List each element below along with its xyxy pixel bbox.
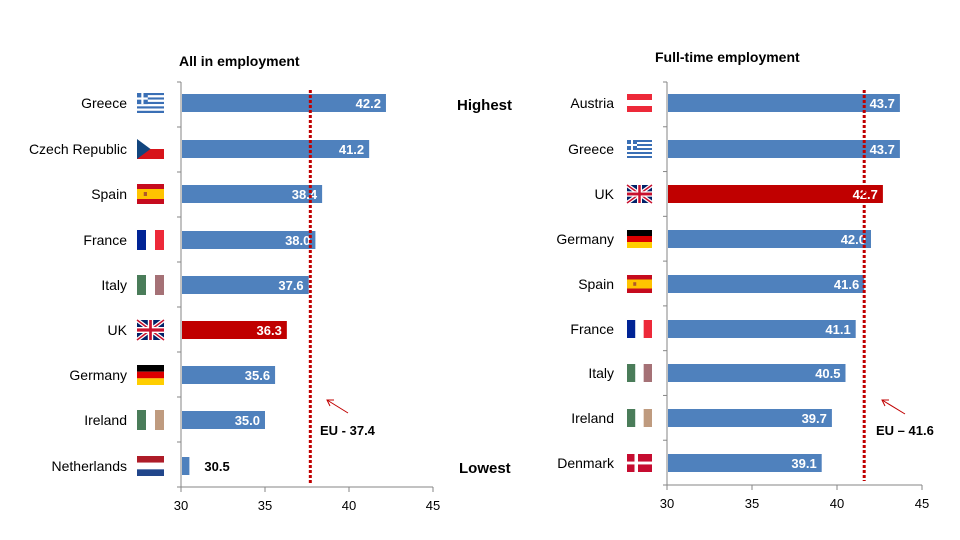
value-label: 41.2 (339, 142, 364, 157)
bar-uk (182, 321, 287, 339)
category-label: UK (595, 186, 615, 202)
category-label: Austria (570, 95, 614, 111)
value-label: 35.6 (245, 368, 270, 383)
bar-greece (182, 94, 386, 112)
x-tick-label: 30 (660, 496, 674, 511)
value-label: 43.7 (870, 96, 895, 111)
arrow-icon (326, 399, 349, 414)
bar-denmark (668, 454, 822, 472)
x-tick-label: 35 (258, 498, 272, 513)
chart-title-right: Full-time employment (655, 49, 800, 65)
category-label: France (83, 232, 127, 248)
bar-netherlands (182, 457, 190, 475)
category-label: Czech Republic (29, 141, 127, 157)
bar-uk (668, 185, 883, 203)
highest-label: Highest (457, 97, 512, 114)
category-label: Ireland (84, 412, 127, 428)
bar-italy (182, 276, 309, 294)
bar-spain (182, 185, 323, 203)
flag-ireland-icon (627, 409, 652, 427)
bar-france (668, 320, 856, 338)
x-tick-label: 30 (174, 498, 188, 513)
flag-spain-icon (627, 275, 652, 293)
bar-italy (668, 364, 846, 382)
x-tick-label: 40 (342, 498, 356, 513)
value-label: 42.2 (356, 96, 381, 111)
x-tick-label: 40 (830, 496, 844, 511)
flag-greece-icon (627, 140, 652, 158)
value-label: 38.0 (285, 233, 310, 248)
bar-ireland (668, 409, 832, 427)
category-label: Italy (101, 277, 127, 293)
category-label: Germany (69, 367, 127, 383)
category-label: Spain (91, 186, 127, 202)
bar-czech-republic (182, 140, 370, 158)
x-tick-label: 35 (745, 496, 759, 511)
value-label: 38.4 (292, 187, 318, 202)
value-label: 39.7 (802, 411, 827, 426)
flag-italy-icon (627, 364, 652, 382)
category-label: UK (108, 322, 128, 338)
x-tick-label: 45 (915, 496, 929, 511)
x-tick-label: 45 (426, 498, 440, 513)
bar-germany (668, 230, 871, 248)
chart-title-left: All in employment (179, 53, 300, 69)
category-label: France (570, 321, 614, 337)
category-label: Greece (81, 95, 127, 111)
flag-austria-icon (627, 94, 652, 112)
bar-spain (668, 275, 865, 293)
flag-spain-icon (137, 184, 164, 204)
flag-france-icon (137, 230, 164, 250)
value-label: 30.5 (204, 459, 229, 474)
flag-greece-icon (137, 93, 164, 113)
eu-label-right: EU – 41.6 (876, 423, 934, 438)
flag-italy-icon (137, 275, 164, 295)
bar-france (182, 231, 316, 249)
value-label: 39.1 (791, 456, 816, 471)
value-label: 40.5 (815, 366, 840, 381)
value-label: 36.3 (257, 323, 282, 338)
category-label: Ireland (571, 410, 614, 426)
flag-germany-icon (627, 230, 652, 248)
arrow-icon (881, 399, 906, 415)
flag-denmark-icon (627, 454, 652, 472)
value-label: 42.7 (853, 187, 878, 202)
value-label: 41.6 (834, 277, 859, 292)
value-label: 41.1 (825, 322, 850, 337)
value-label: 35.0 (235, 413, 260, 428)
bar-germany (182, 366, 276, 384)
flag-germany-icon (137, 365, 164, 385)
flag-czech-republic-icon (137, 139, 164, 159)
value-label: 37.6 (278, 278, 303, 293)
category-label: Italy (588, 365, 614, 381)
flag-uk-icon (625, 183, 654, 205)
bar-austria (668, 94, 900, 112)
flag-uk-icon (135, 318, 166, 342)
eu-label-left: EU - 37.4 (320, 423, 376, 438)
category-label: Greece (568, 141, 614, 157)
flag-netherlands-icon (137, 456, 164, 476)
lowest-label: Lowest (459, 460, 511, 477)
flag-ireland-icon (137, 410, 164, 430)
value-label: 43.7 (870, 142, 895, 157)
category-label: Denmark (557, 455, 615, 471)
category-label: Netherlands (52, 458, 128, 474)
value-label: 42.0 (841, 232, 866, 247)
bar-greece (668, 140, 900, 158)
bar-ireland (182, 411, 265, 429)
flag-france-icon (627, 320, 652, 338)
category-label: Spain (578, 276, 614, 292)
category-label: Germany (556, 231, 614, 247)
